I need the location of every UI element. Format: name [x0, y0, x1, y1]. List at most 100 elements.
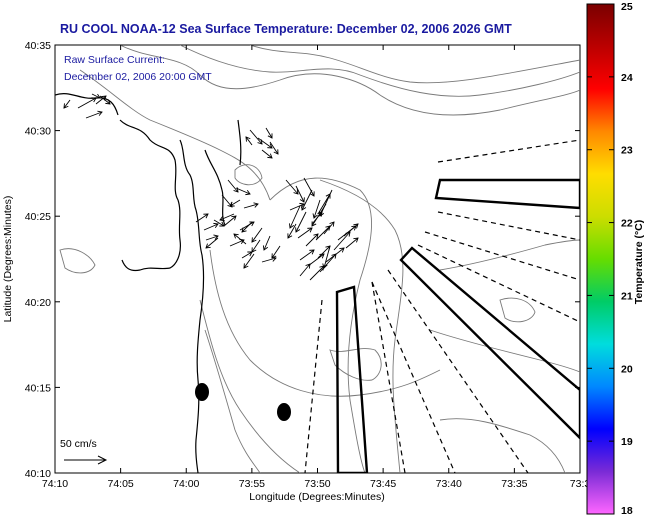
beam-outline-south	[335, 285, 369, 473]
current-vector	[262, 235, 271, 251]
x-axis-label: Longitude (Degrees:Minutes)	[249, 491, 384, 503]
current-vector	[285, 179, 299, 195]
current-vector	[299, 263, 311, 277]
colorbar-tick-label: 21	[621, 290, 633, 302]
dashed-line	[417, 244, 580, 323]
current-vector	[319, 189, 333, 217]
y-tick-label: 40:15	[25, 382, 51, 394]
x-tick-label: 73:45	[370, 478, 396, 490]
colorbar-tick-label: 20	[621, 363, 633, 375]
current-vector	[289, 202, 305, 211]
current-vector	[95, 95, 107, 105]
dashed-line	[304, 299, 323, 473]
station-marker	[277, 403, 291, 421]
contour-line	[204, 329, 261, 473]
x-axis-ticks: 74:10 74:05 74:00 73:55 73:50 73:45 73:40 73:35…	[42, 45, 591, 490]
current-vector	[345, 237, 359, 249]
current-vector	[307, 253, 325, 267]
current-vector	[99, 95, 111, 105]
y-tick-label: 40:35	[25, 40, 51, 52]
y-tick-label: 40:30	[25, 126, 51, 138]
colorbar-label: Temperature (°C)	[633, 220, 645, 305]
current-vector	[221, 194, 233, 208]
current-vector	[243, 253, 255, 269]
colorbar-tick-label: 18	[621, 505, 633, 517]
y-axis-label: Latitude (Degrees:Minutes)	[2, 196, 14, 323]
current-vector	[265, 127, 273, 139]
contour-line	[439, 239, 580, 271]
colorbar-ticks: 25 24 23 22 21 20 19 18	[587, 1, 633, 517]
current-vector	[251, 227, 263, 243]
current-vector	[245, 136, 253, 146]
dashed-line	[424, 231, 580, 281]
contour-line	[499, 297, 536, 323]
current-vector	[63, 99, 71, 109]
x-tick-label: 74:05	[107, 478, 133, 490]
x-tick-label: 73:35	[501, 478, 527, 490]
radar-beam-outlines	[335, 178, 580, 473]
colorbar-tick-label: 23	[621, 145, 633, 157]
colorbar	[586, 3, 615, 515]
contour-line	[119, 45, 580, 116]
contour-line	[429, 329, 580, 373]
scale-label: 50 cm/s	[60, 438, 97, 450]
x-tick-label: 74:00	[173, 478, 199, 490]
current-vectors	[63, 93, 359, 281]
current-vector	[269, 141, 279, 155]
contour-line	[269, 177, 372, 473]
contour-line	[249, 45, 580, 84]
colorbar-tick-label: 24	[621, 72, 633, 84]
beam-outline-east	[434, 178, 580, 210]
contour-line	[234, 164, 263, 186]
current-vector	[312, 199, 321, 219]
x-tick-label: 73:50	[304, 478, 330, 490]
y-tick-label: 40:10	[25, 468, 51, 480]
contour-line	[439, 418, 566, 473]
contour-line	[179, 45, 580, 97]
colorbar-tick-label: 25	[621, 1, 633, 13]
contour-line	[199, 299, 301, 473]
current-vector	[271, 245, 281, 259]
map-panel	[54, 44, 581, 474]
dashed-line	[437, 211, 580, 241]
current-vector	[241, 251, 253, 259]
inset-line-2: December 02, 2006 20:00 GMT	[64, 71, 212, 83]
current-vector	[295, 211, 307, 233]
contour-line	[329, 348, 382, 381]
dashed-line	[437, 139, 580, 163]
x-tick-label: 73:55	[239, 478, 265, 490]
current-vector	[317, 245, 331, 259]
current-vector	[261, 149, 273, 159]
coastline-creek	[204, 149, 226, 226]
current-vector	[219, 213, 235, 222]
current-vector	[257, 137, 273, 149]
current-vector	[295, 185, 305, 203]
coastline-hook	[237, 119, 242, 166]
current-vector	[305, 233, 319, 247]
scale-arrow	[64, 455, 108, 465]
dashed-line	[371, 281, 456, 473]
beam-outline-southeast	[399, 246, 580, 440]
inset-line-1: Raw Surface Current:	[64, 54, 165, 66]
colorbar-tick-label: 19	[621, 436, 633, 448]
current-vector	[239, 221, 255, 231]
colorbar-tick-label: 22	[621, 218, 633, 230]
current-vector	[241, 221, 253, 233]
current-vector	[203, 222, 219, 231]
current-vector	[315, 225, 331, 241]
station-marker	[195, 383, 209, 401]
radar-dashed-lines	[304, 139, 580, 473]
current-vector	[235, 187, 251, 196]
current-vector	[195, 213, 209, 223]
current-vector	[261, 256, 277, 263]
current-vector	[289, 205, 301, 229]
y-axis-ticks: 40:35 40:30 40:25 40:20 40:15 40:10	[25, 40, 580, 480]
current-vector	[233, 233, 247, 245]
current-vector	[85, 110, 103, 119]
current-vector	[205, 237, 219, 249]
x-tick-label: 73:3	[570, 478, 591, 490]
current-vector	[297, 227, 313, 239]
current-vector	[223, 215, 237, 227]
current-vector	[319, 253, 337, 273]
